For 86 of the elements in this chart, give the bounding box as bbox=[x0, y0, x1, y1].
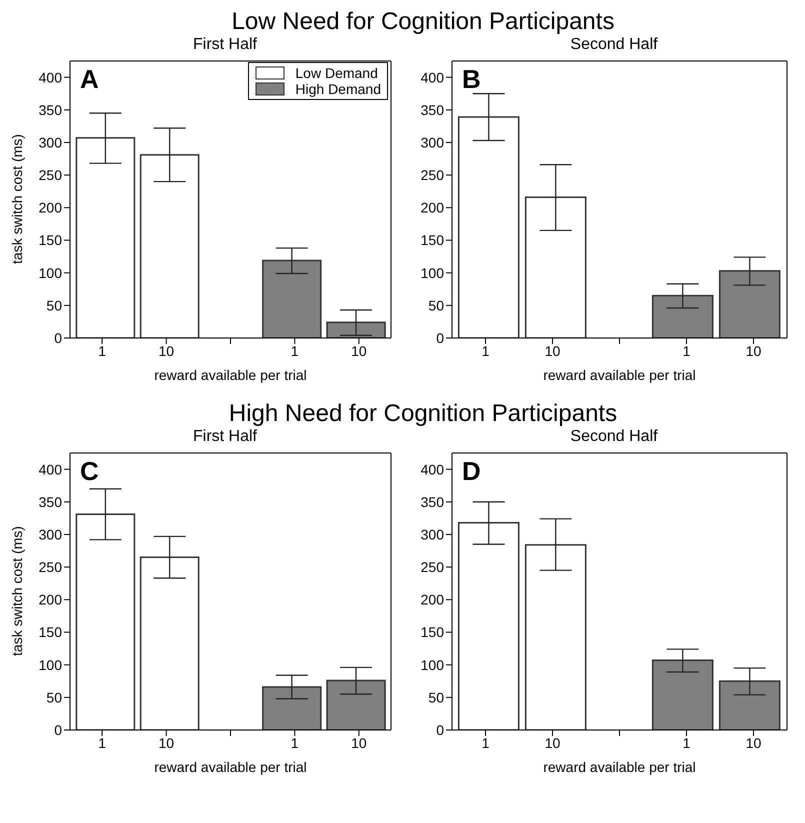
y-tick-label: 0 bbox=[54, 722, 62, 738]
x-tick-label: 10 bbox=[351, 734, 367, 751]
bar bbox=[652, 660, 714, 730]
y-tick-label: 250 bbox=[420, 559, 444, 576]
y-tick-label: 50 bbox=[46, 689, 62, 706]
bar bbox=[76, 137, 136, 338]
bar bbox=[718, 270, 780, 338]
x-tick-label: 10 bbox=[544, 342, 560, 359]
bar bbox=[524, 544, 586, 730]
y-tick-label: 100 bbox=[38, 656, 62, 673]
y-tick-label: 200 bbox=[420, 592, 444, 608]
y-tick-label: 400 bbox=[38, 69, 62, 86]
chart-subtitle: Second Half bbox=[569, 36, 659, 55]
x-tick-label: 1 bbox=[290, 734, 299, 751]
y-tick-label: 150 bbox=[38, 624, 62, 640]
bar bbox=[458, 116, 520, 338]
y-tick-label: 50 bbox=[428, 297, 444, 314]
bar bbox=[140, 556, 200, 730]
annotation: B bbox=[462, 64, 481, 95]
x-tick-label: 1 bbox=[98, 342, 106, 359]
y-axis-title: task switch cost (ms) bbox=[9, 134, 25, 264]
y-tick-label: 250 bbox=[38, 167, 62, 184]
y-tick-label: 300 bbox=[420, 526, 444, 542]
bar bbox=[326, 322, 386, 338]
x-axis-title: reward available per trial bbox=[154, 759, 307, 775]
y-tick-label: 350 bbox=[38, 494, 62, 510]
y-tick-label: 0 bbox=[436, 722, 444, 738]
y-tick-label: 100 bbox=[420, 264, 444, 281]
bar bbox=[458, 522, 520, 730]
y-tick-label: 400 bbox=[38, 461, 62, 478]
chart-subtitle: Second Half bbox=[569, 428, 659, 447]
y-tick-label: 250 bbox=[38, 559, 62, 576]
bar bbox=[76, 514, 136, 730]
y-tick-label: 0 bbox=[436, 330, 444, 346]
legend-label: High Demand bbox=[295, 81, 381, 97]
x-axis-title: reward available per trial bbox=[154, 367, 307, 383]
annotation: D bbox=[462, 456, 481, 487]
y-tick-label: 100 bbox=[420, 656, 444, 673]
y-tick-label: 50 bbox=[428, 689, 444, 706]
x-tick-label: 1 bbox=[290, 342, 299, 359]
annotation: A bbox=[80, 64, 99, 95]
y-tick-label: 150 bbox=[38, 232, 62, 248]
x-tick-label: 1 bbox=[682, 734, 691, 751]
y-tick-label: 300 bbox=[38, 134, 62, 150]
y-tick-label: 200 bbox=[38, 200, 62, 216]
y-tick-label: 350 bbox=[420, 494, 444, 510]
x-tick-label: 1 bbox=[482, 734, 490, 751]
x-tick-label: 1 bbox=[682, 342, 691, 359]
y-tick-label: 150 bbox=[420, 624, 444, 640]
y-tick-label: 150 bbox=[420, 232, 444, 248]
y-tick-label: 300 bbox=[420, 134, 444, 150]
x-tick-label: 10 bbox=[544, 734, 560, 751]
x-tick-label: 10 bbox=[158, 342, 174, 359]
bar bbox=[326, 680, 386, 730]
annotation: C bbox=[80, 456, 99, 487]
bar bbox=[140, 154, 200, 338]
y-tick-label: 100 bbox=[38, 264, 62, 281]
x-tick-label: 1 bbox=[482, 342, 490, 359]
y-tick-label: 250 bbox=[420, 167, 444, 184]
y-tick-label: 0 bbox=[54, 330, 62, 346]
chart-title: High Need for Cognition Participants bbox=[228, 400, 618, 428]
x-tick-label: 1 bbox=[98, 734, 106, 751]
chart-title: Low Need for Cognition Participants bbox=[230, 8, 616, 36]
x-axis-title: reward available per trial bbox=[543, 367, 696, 383]
bar bbox=[262, 686, 322, 730]
bar bbox=[262, 260, 322, 338]
y-tick-label: 350 bbox=[420, 102, 444, 118]
y-tick-label: 50 bbox=[46, 297, 62, 314]
legend-label: Low Demand bbox=[295, 65, 378, 81]
y-tick-label: 200 bbox=[420, 200, 444, 216]
x-tick-label: 10 bbox=[746, 734, 762, 751]
y-tick-label: 400 bbox=[420, 69, 444, 86]
chart-subtitle: First Half bbox=[192, 36, 258, 55]
y-tick-label: 400 bbox=[420, 461, 444, 478]
y-tick-label: 350 bbox=[38, 102, 62, 118]
x-axis-title: reward available per trial bbox=[543, 759, 696, 775]
bar bbox=[524, 196, 586, 338]
y-axis-title: task switch cost (ms) bbox=[9, 526, 25, 656]
bar bbox=[652, 294, 714, 338]
bar bbox=[718, 680, 780, 730]
x-tick-label: 10 bbox=[746, 342, 762, 359]
chart-subtitle: First Half bbox=[192, 428, 258, 447]
y-tick-label: 300 bbox=[38, 526, 62, 542]
y-tick-label: 200 bbox=[38, 592, 62, 608]
x-tick-label: 10 bbox=[158, 734, 174, 751]
x-tick-label: 10 bbox=[351, 342, 367, 359]
